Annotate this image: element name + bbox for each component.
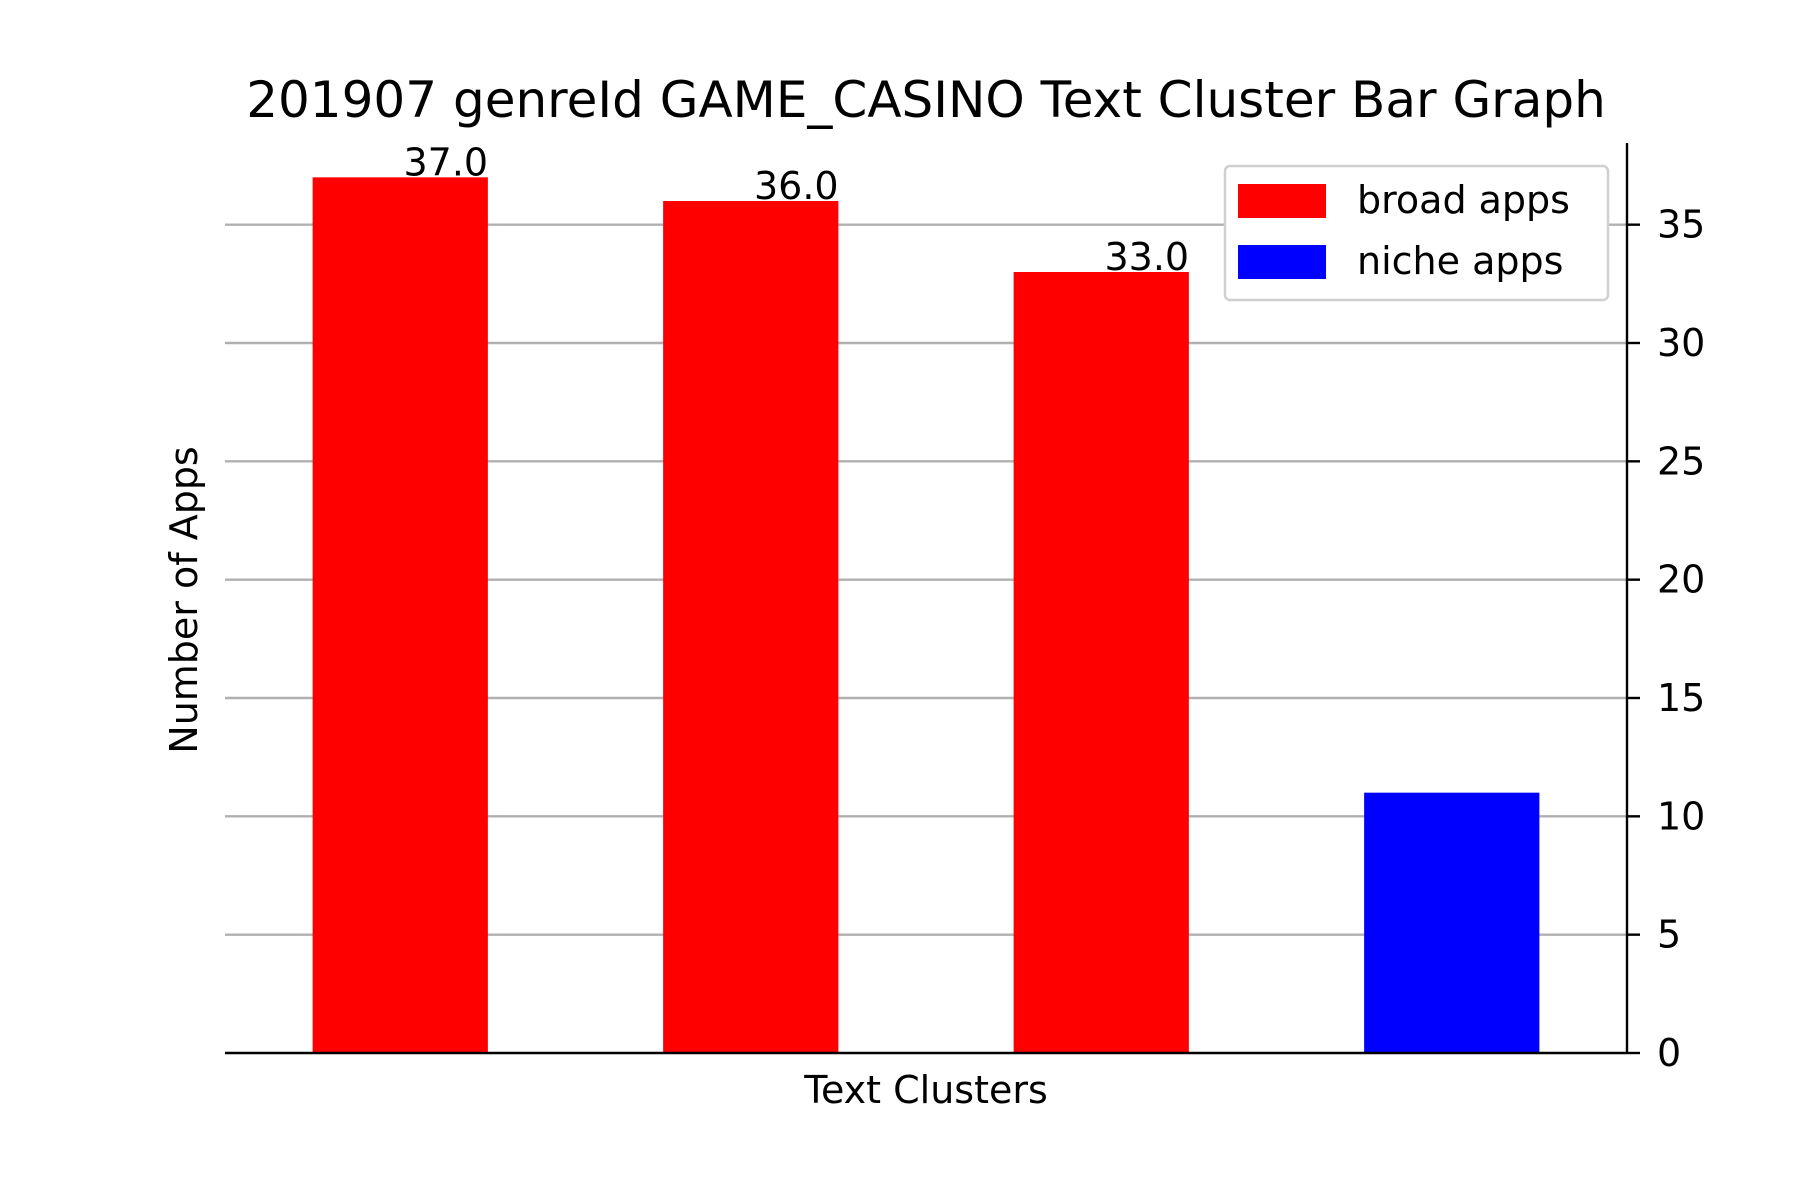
axes <box>225 143 1629 1055</box>
legend-label: broad apps <box>1357 178 1570 222</box>
chart-title: 201907 genreId GAME_CASINO Text Cluster … <box>246 71 1606 129</box>
y-ticks: 0 5 10 15 20 25 30 35 <box>1627 203 1705 1075</box>
bar <box>1013 272 1189 1053</box>
y-tick-label: 20 <box>1657 558 1705 602</box>
y-axis-label: Number of Apps <box>162 446 206 753</box>
data-label: 37.0 <box>404 140 489 184</box>
bar <box>663 201 839 1053</box>
legend: broad apps niche apps <box>1223 164 1610 302</box>
bars <box>312 177 1540 1054</box>
legend-swatch <box>1238 245 1326 279</box>
y-tick-label: 30 <box>1657 321 1705 365</box>
bar <box>1364 792 1540 1053</box>
y-tick-label: 5 <box>1657 913 1681 957</box>
data-labels: 37.0 36.0 33.0 <box>404 140 1190 279</box>
data-label: 36.0 <box>754 164 839 208</box>
x-axis-label: Text Clusters <box>803 1068 1048 1112</box>
y-tick-label: 25 <box>1657 439 1705 483</box>
data-label: 33.0 <box>1105 235 1190 279</box>
y-tick-label: 0 <box>1657 1031 1681 1075</box>
y-tick-label: 15 <box>1657 676 1705 720</box>
bar <box>312 177 488 1054</box>
legend-label: niche apps <box>1357 239 1563 283</box>
y-tick-label: 10 <box>1657 794 1705 838</box>
y-tick-label: 35 <box>1657 203 1705 247</box>
legend-swatch <box>1238 184 1326 218</box>
